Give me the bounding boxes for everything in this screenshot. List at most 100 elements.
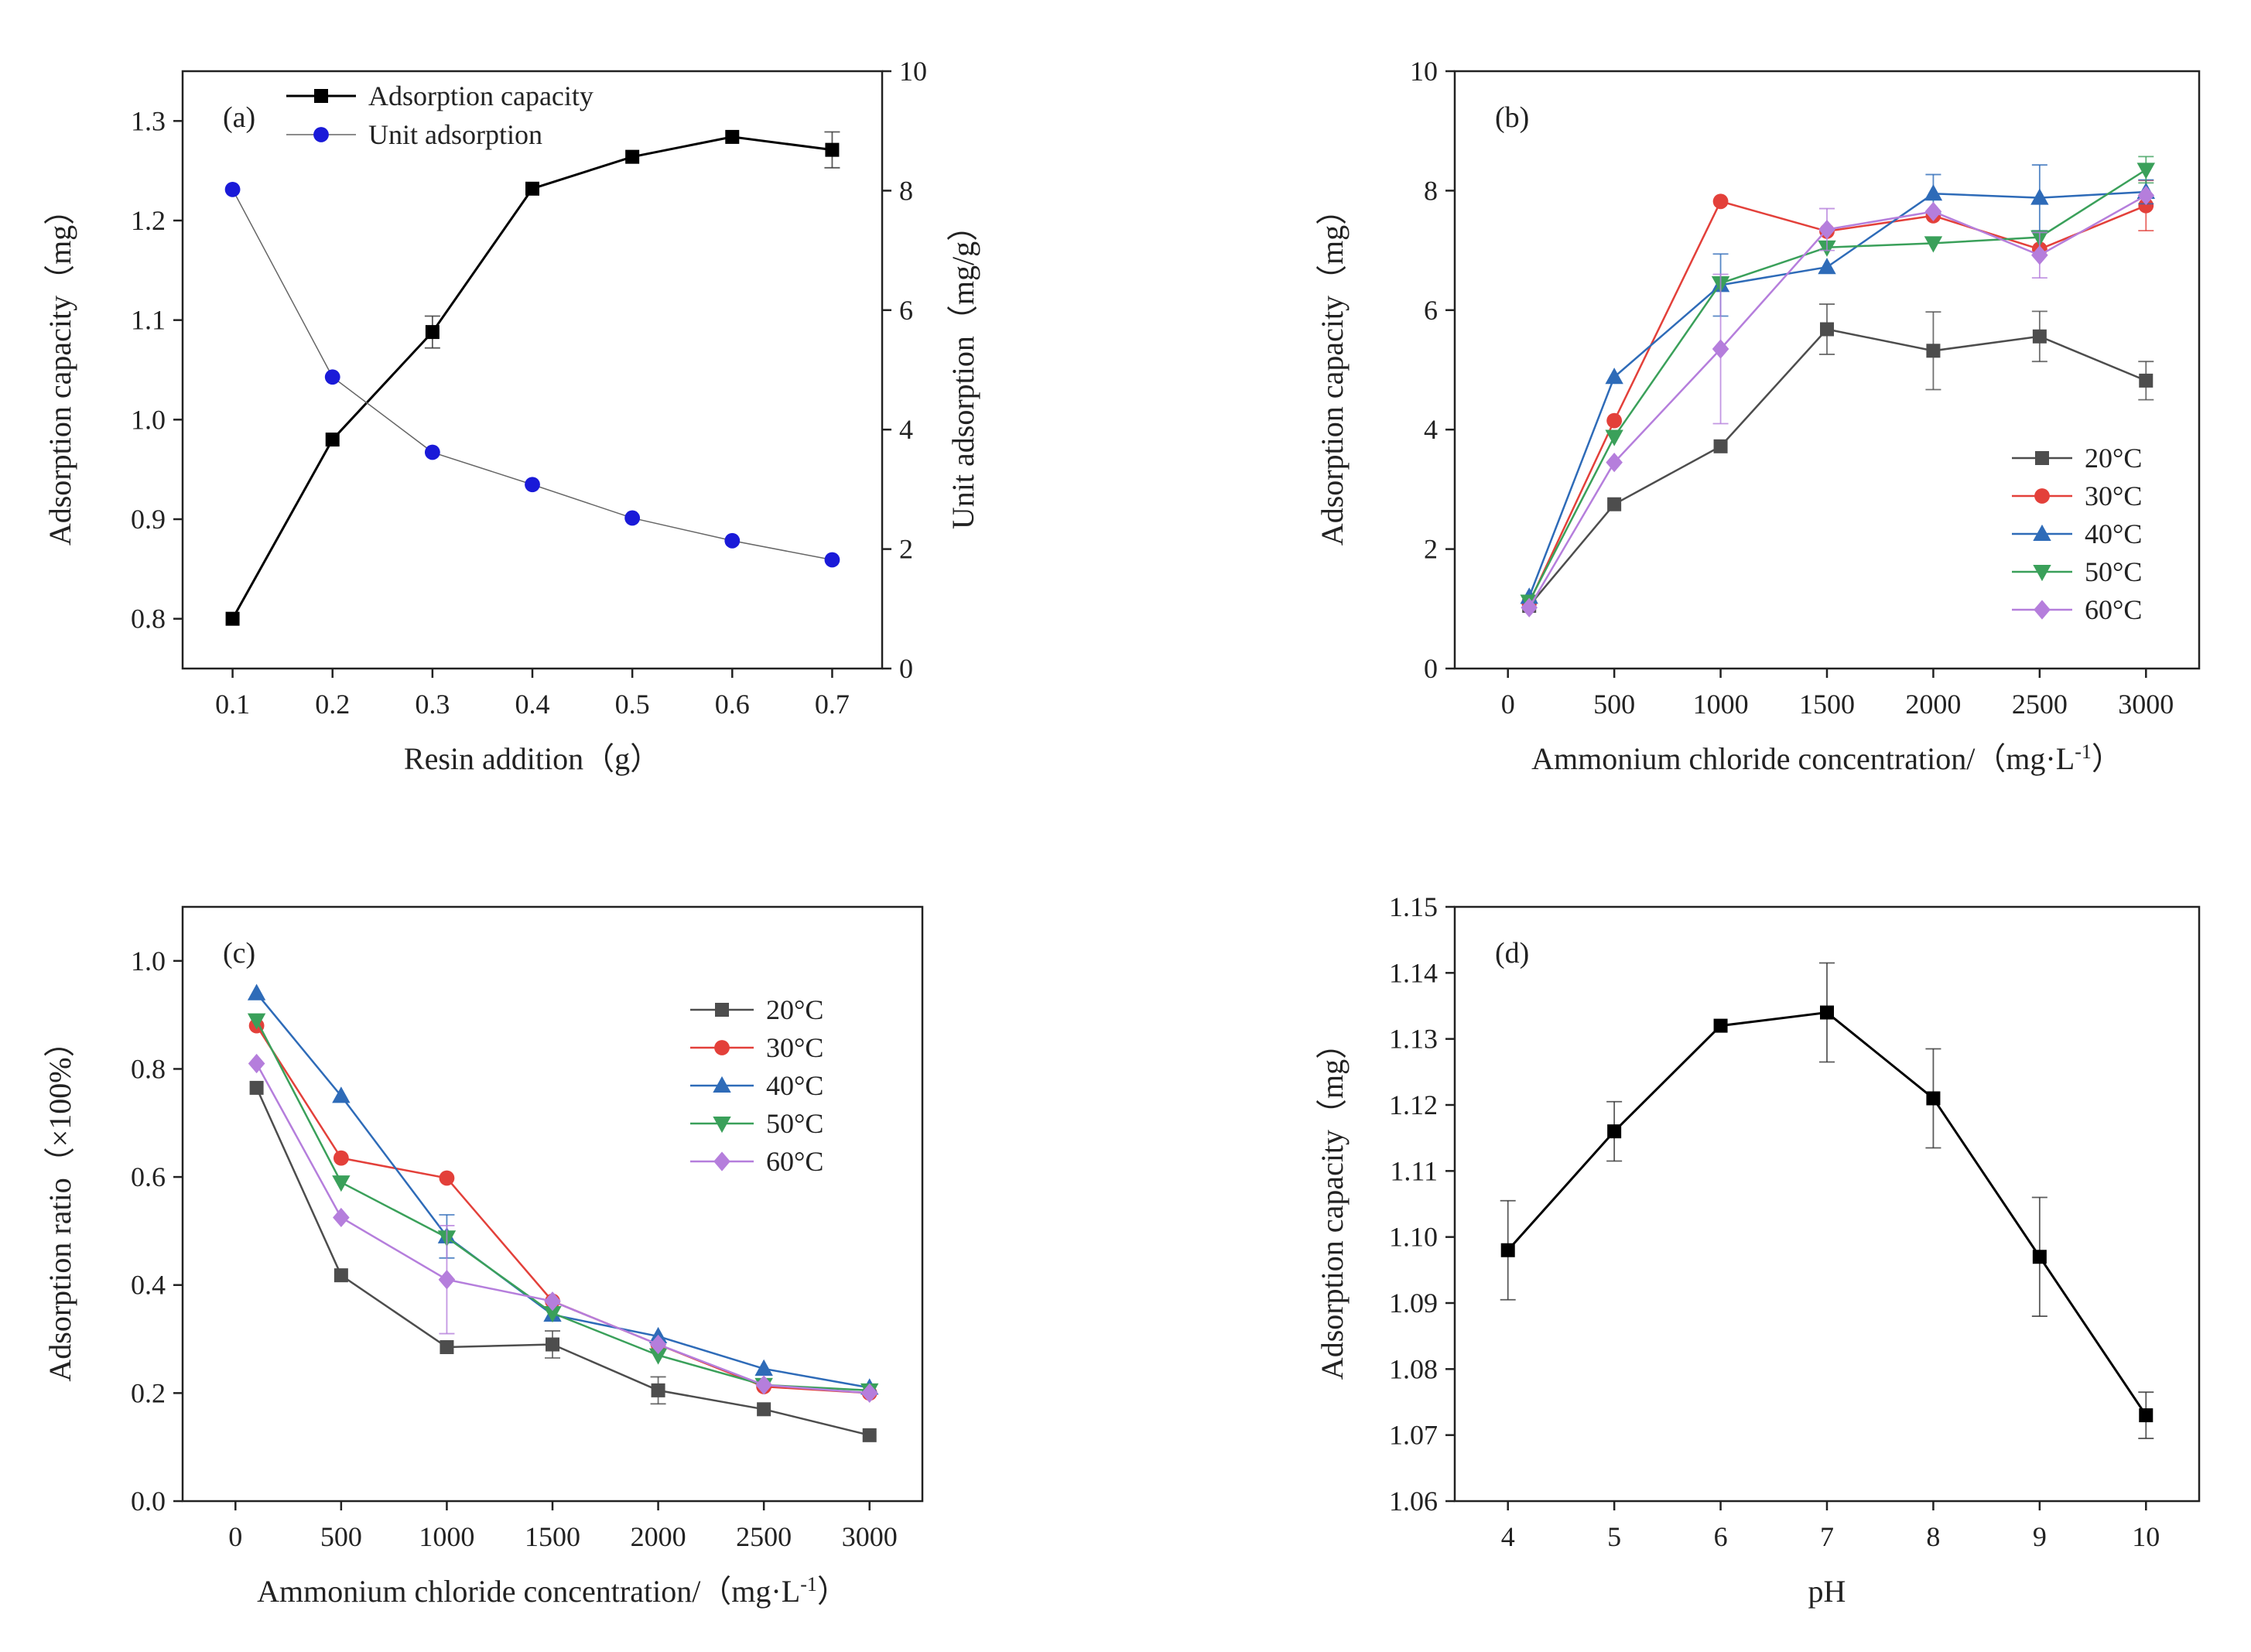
y-tick-label: 1.15 <box>1389 891 1438 922</box>
data-point <box>1606 412 1623 429</box>
x-tick-label: 0.1 <box>215 689 250 720</box>
data-point <box>1818 219 1835 240</box>
data-point <box>1924 236 1943 253</box>
x-tick-label: 0.5 <box>615 689 650 720</box>
data-point <box>439 1170 455 1186</box>
legend-marker <box>2034 488 2050 504</box>
data-point <box>2136 162 2155 180</box>
data-point <box>334 1268 348 1283</box>
y2-tick-label: 2 <box>899 534 913 565</box>
data-point <box>651 1383 665 1397</box>
data-point <box>425 325 440 340</box>
x-tick-label: 2500 <box>736 1521 792 1552</box>
legend-marker <box>713 1151 730 1171</box>
panel-label: (d) <box>1495 937 1529 970</box>
legend: Adsorption capacity Unit adsorption <box>286 80 594 150</box>
y-tick-label: 1.14 <box>1389 957 1438 988</box>
x-tick-label: 500 <box>1593 689 1635 720</box>
y-tick-label: 6 <box>1424 295 1438 326</box>
y-tick-label: 0.9 <box>131 504 166 535</box>
y2-tick-label: 4 <box>899 414 913 445</box>
data-point <box>1820 1005 1834 1020</box>
data-point <box>333 1150 349 1166</box>
data-point <box>1605 368 1623 385</box>
legend-marker <box>2035 451 2049 465</box>
y-tick-label: 1.13 <box>1389 1024 1438 1055</box>
x-axis-title: Ammonium chloride concentration/（mg·L-1） <box>257 1573 848 1609</box>
data-point <box>860 1383 878 1403</box>
panel-label: (a) <box>223 101 255 134</box>
x-tick-label: 2000 <box>631 1521 686 1552</box>
legend-marker <box>713 1117 731 1134</box>
panel-d-adsorption-capacity-vs-ph: 4 5 6 7 8 9 10 1.06 1.07 1.08 1.09 1.10 1.11 1.12 1.13… <box>1315 891 2201 1609</box>
y-tick-label: 0.2 <box>131 1377 166 1408</box>
legend-label: 60°C <box>2085 594 2142 625</box>
x-tick-label: 10 <box>2132 1521 2160 1552</box>
data-point <box>525 477 540 493</box>
y-tick-label: 1.09 <box>1389 1288 1438 1319</box>
legend-label: 20°C <box>2085 443 2142 474</box>
data-point <box>440 1340 454 1355</box>
legend-marker <box>2033 524 2051 541</box>
panel-b-adsorption-capacity-vs-concentration: 0 500 1000 1500 2000 2500 3000 0 2 4 6 8 10 Ammonium … <box>1315 56 2201 776</box>
data-point <box>424 444 440 460</box>
y-tick-label: 8 <box>1424 175 1438 206</box>
legend-marker <box>314 89 328 103</box>
data-point <box>2139 1408 2154 1423</box>
y-tick-label: 0.8 <box>131 604 166 634</box>
legend-marker <box>2034 600 2051 620</box>
series-adsorption-capacity <box>1500 962 2154 1439</box>
legend-label: 30°C <box>2085 481 2142 511</box>
data-point <box>757 1402 771 1417</box>
data-point <box>2032 1250 2047 1264</box>
data-point <box>332 1086 351 1103</box>
data-point <box>754 1359 773 1376</box>
y-tick-label: 1.08 <box>1389 1353 1438 1384</box>
data-point <box>247 1013 266 1030</box>
y-tick-label: 1.2 <box>131 205 166 236</box>
y-tick-label: 0.8 <box>131 1053 166 1084</box>
y-tick-label: 1.0 <box>131 946 166 976</box>
legend-marker <box>2033 565 2051 582</box>
data-point <box>725 129 740 144</box>
y-tick-label: 1.0 <box>131 404 166 435</box>
x-tick-label: 7 <box>1820 1521 1834 1552</box>
y-tick-label: 1.07 <box>1389 1420 1438 1451</box>
y-axis-title: Adsorption capacity（mg） <box>43 194 77 546</box>
series-60-c <box>248 1053 878 1403</box>
y-tick-label: 1.1 <box>131 305 166 336</box>
y2-tick-label: 6 <box>899 295 913 326</box>
data-point <box>824 552 840 568</box>
legend-label: 50°C <box>2085 556 2142 587</box>
x-axis-title: pH <box>1808 1574 1846 1609</box>
data-point <box>2031 245 2048 265</box>
x-tick-label: 0.4 <box>515 689 550 720</box>
legend: 20°C 30°C 40°C 50°C 60°C <box>690 994 823 1177</box>
x-tick-label: 1500 <box>1799 689 1855 720</box>
data-point <box>1926 344 1941 358</box>
data-point <box>1607 497 1622 511</box>
y-tick-label: 2 <box>1424 534 1438 565</box>
data-point <box>2030 188 2049 205</box>
data-point <box>862 1428 877 1442</box>
panel-label: (c) <box>223 937 255 970</box>
data-point <box>724 532 741 549</box>
legend-label: Adsorption capacity <box>368 80 594 111</box>
legend-marker <box>714 1040 730 1055</box>
series-60-c <box>1521 185 2155 617</box>
legend-label: 50°C <box>766 1108 823 1139</box>
legend-label: 60°C <box>766 1146 823 1177</box>
x-tick-label: 3000 <box>2118 689 2174 720</box>
data-point <box>2139 373 2154 388</box>
y-tick-label: 1.3 <box>131 105 166 136</box>
data-point <box>1500 1243 1515 1257</box>
series-unit-adsorption <box>224 181 840 568</box>
panel-label: (b) <box>1495 101 1529 134</box>
x-tick-label: 0.2 <box>315 689 350 720</box>
x-tick-label: 8 <box>1926 1521 1940 1552</box>
y-tick-label: 0 <box>1424 653 1438 684</box>
y-tick-label: 10 <box>1410 56 1438 87</box>
x-tick-label: 0 <box>1501 689 1515 720</box>
y-axis-title: Adsorption capacity（mg） <box>1315 1028 1350 1380</box>
y-tick-label: 1.06 <box>1389 1486 1438 1517</box>
